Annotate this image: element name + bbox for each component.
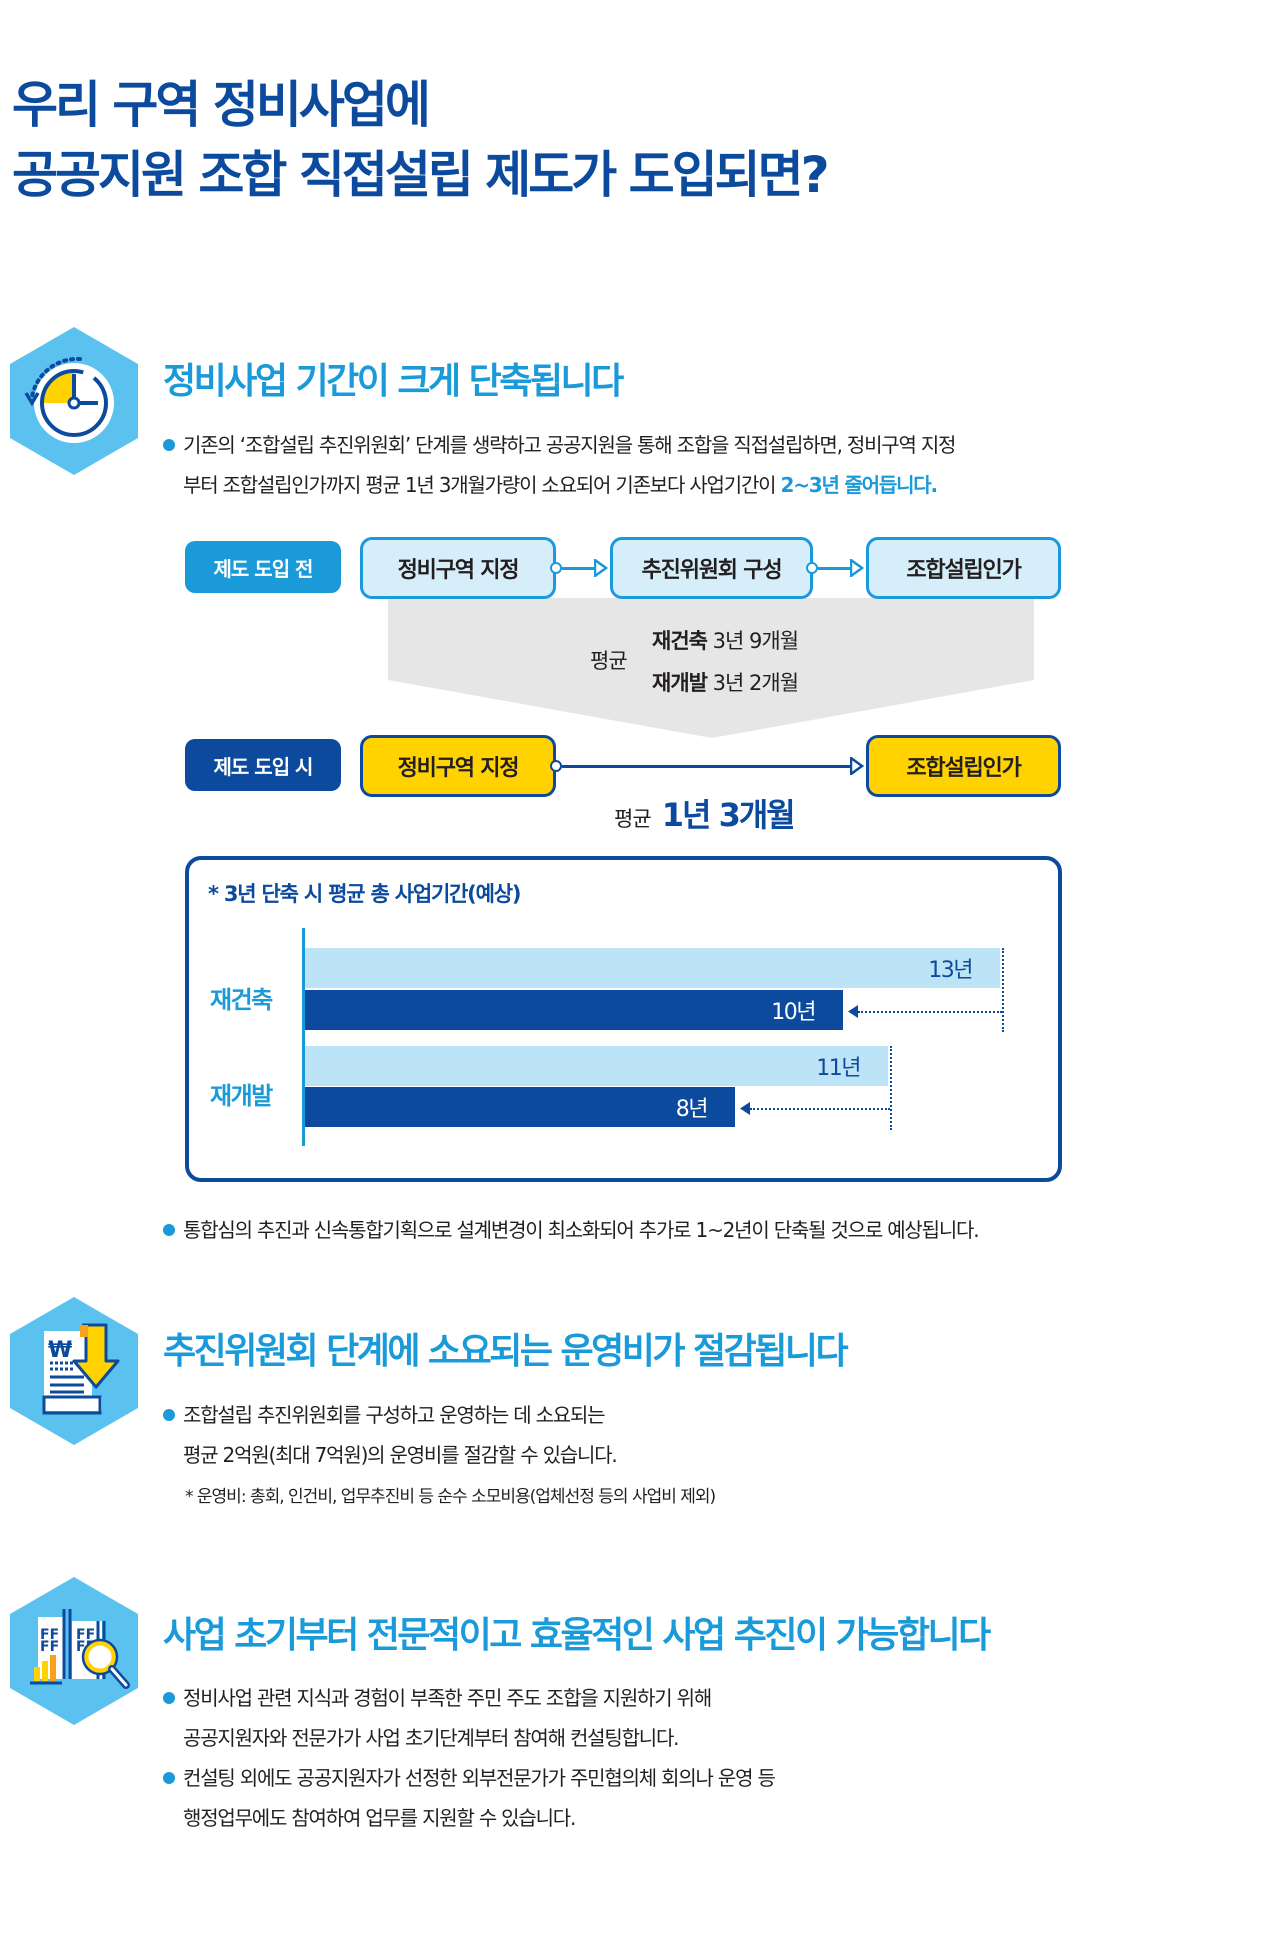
connector-line: [562, 765, 852, 768]
after-avg: 평균 1년 3개월: [614, 796, 796, 834]
clock-icon: [10, 327, 138, 475]
before-avg-values: 재건축 3년 9개월 재개발 3년 2개월: [652, 629, 799, 695]
dotted-guide: [890, 1046, 892, 1130]
section2-cost-note: * 운영비: 총회, 인건비, 업무추진비 등 순수 소모비용(업체선정 등의 …: [185, 1487, 716, 1507]
section3-paragraph: 정비사업 관련 지식과 경험이 부족한 주민 주도 조합을 지원하기 위해 공공…: [163, 1678, 776, 1838]
page-title-line2: 공공지원 조합 직접설립 제도가 도입되면?: [12, 146, 830, 204]
flow-step-before-2: 추진위원회 구성: [610, 537, 813, 599]
connector-dot: [550, 760, 562, 772]
reduction-chevron-panel: [388, 598, 1034, 738]
bullet-dot-icon: [163, 1691, 175, 1704]
building-magnifier-icon: FF FF FF FF: [10, 1577, 138, 1725]
dotted-guide: [750, 1108, 890, 1110]
section1-additional-note: 통합심의 추진과 신속통합기획으로 설계변경이 최소화되어 추가로 1~2년이 …: [163, 1210, 980, 1250]
arrow-right-icon: [850, 559, 864, 577]
section2-heading: 추진위원회 단계에 소요되는 운영비가 절감됩니다: [163, 1331, 849, 1372]
tag-before-adoption: 제도 도입 전: [185, 541, 341, 593]
section1-heading: 정비사업 기간이 크게 단축됩니다: [163, 361, 624, 402]
arrow-right-icon: [850, 757, 864, 775]
chart-axis-line: [302, 928, 305, 1146]
bullet-dot-icon: [163, 1408, 175, 1421]
chart-category-label: 재건축: [210, 986, 273, 1014]
before-avg-label: 평균: [590, 649, 628, 673]
chart-bar-redevelopment-before: 11년: [305, 1046, 888, 1086]
connector-dot: [806, 562, 818, 574]
chart-bar-reconstruction-after: 10년: [305, 990, 843, 1030]
section3-heading: 사업 초기부터 전문적이고 효율적인 사업 추진이 가능합니다: [163, 1615, 991, 1656]
flow-step-before-3: 조합설립인가: [866, 537, 1061, 599]
svg-text:FF: FF: [40, 1627, 59, 1643]
svg-text:₩: ₩: [48, 1338, 72, 1363]
duration-chart-box: [185, 856, 1062, 1182]
connector-dot: [550, 562, 562, 574]
chart-category-label: 재개발: [210, 1082, 273, 1110]
bullet-dot-icon: [163, 1771, 175, 1784]
arrow-right-icon: [594, 559, 608, 577]
svg-text:FF: FF: [40, 1639, 59, 1655]
receipt-won-download-icon: ₩: [10, 1297, 138, 1445]
svg-text:FF: FF: [76, 1627, 95, 1643]
flow-step-before-1: 정비구역 지정: [360, 537, 556, 599]
bullet-dot-icon: [163, 438, 175, 451]
section1-paragraph: 기존의 ‘조합설립 추진위원회’ 단계를 생략하고 공공지원을 통해 조합을 직…: [163, 425, 956, 505]
tag-after-adoption: 제도 도입 시: [185, 739, 341, 791]
dotted-guide: [858, 1011, 1002, 1013]
chart-bar-redevelopment-after: 8년: [305, 1087, 735, 1127]
highlight-text: 2~3년 줄어듭니다.: [780, 473, 939, 497]
chart-bar-reconstruction-before: 13년: [305, 948, 1000, 988]
flow-step-after-1: 정비구역 지정: [360, 735, 556, 797]
section2-paragraph: 조합설립 추진위원회를 구성하고 운영하는 데 소요되는 평균 2억원(최대 7…: [163, 1395, 618, 1475]
connector-line: [818, 567, 852, 570]
connector-line: [562, 567, 596, 570]
flow-step-after-2: 조합설립인가: [866, 735, 1061, 797]
page-title-line1: 우리 구역 정비사업에: [12, 76, 431, 134]
arrow-left-icon: [740, 1102, 750, 1115]
page-title: 우리 구역 정비사업에 공공지원 조합 직접설립 제도가 도입되면?: [12, 70, 830, 210]
bullet-dot-icon: [163, 1223, 175, 1236]
after-avg-value: 1년 3개월: [661, 796, 796, 834]
chart-title: * 3년 단축 시 평균 총 사업기간(예상): [208, 882, 521, 906]
dotted-guide: [1002, 948, 1004, 1032]
arrow-left-icon: [848, 1005, 858, 1018]
